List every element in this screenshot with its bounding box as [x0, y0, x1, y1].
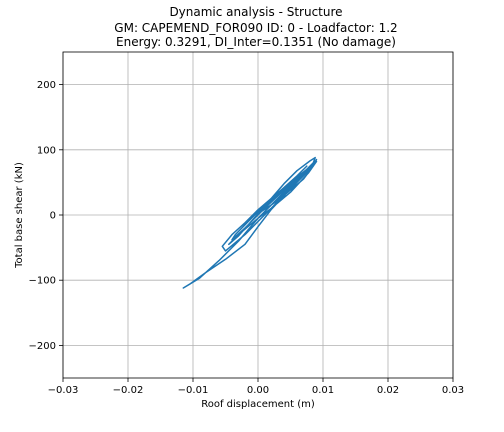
chart-title: Dynamic analysis - Structure GM: CAPEMEN… — [114, 5, 397, 49]
title-line-2: GM: CAPEMEND_FOR090 ID: 0 - Loadfactor: … — [114, 21, 397, 35]
title-line-3: Energy: 0.3291, DI_Inter=0.1351 (No dama… — [116, 35, 396, 49]
hysteresis-series-line — [182, 156, 318, 289]
y-axis-label: Total base shear (kN) — [14, 162, 25, 269]
x-axis-label: Roof displacement (m) — [201, 399, 315, 410]
plot-area — [182, 156, 318, 289]
x-tick-label: −0.01 — [178, 385, 209, 396]
title-line-1: Dynamic analysis - Structure — [169, 5, 342, 19]
axes-frame — [62, 51, 454, 379]
y-tick-label: 0 — [50, 211, 56, 222]
axis-ticks: −0.03 −0.02 −0.01 0.00 0.01 0.02 0.03 −200 −100 0… — [29, 80, 465, 396]
x-tick-label: 0.00 — [247, 385, 269, 396]
y-tick-label: 100 — [37, 145, 56, 156]
x-tick-label: −0.02 — [113, 385, 144, 396]
x-tick-label: −0.03 — [48, 385, 79, 396]
y-tick-label: 200 — [37, 80, 56, 91]
y-tick-label: −100 — [29, 276, 56, 287]
grid — [62, 52, 454, 378]
x-tick-label: 0.02 — [377, 385, 399, 396]
y-tick-label: −200 — [29, 341, 56, 352]
x-tick-label: 0.01 — [312, 385, 334, 396]
x-tick-label: 0.03 — [442, 385, 464, 396]
